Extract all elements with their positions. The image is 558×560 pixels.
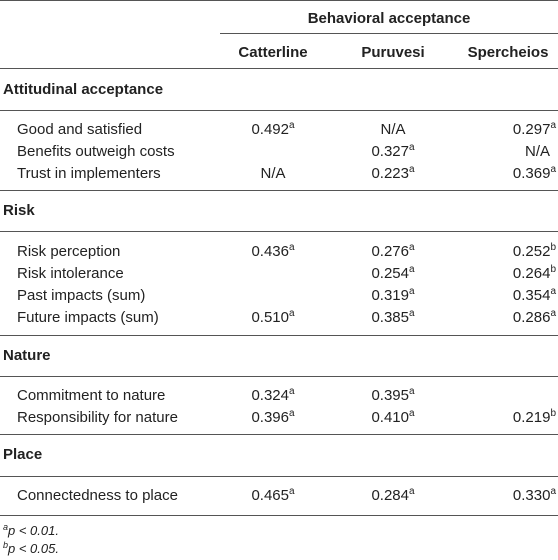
section-title-attitudinal: Attitudinal acceptance [3,81,164,98]
table-cell: 0.252b [512,242,556,261]
group-header: Behavioral acceptance [307,10,471,27]
row-label: Risk intolerance [17,265,124,282]
row-label: Trust in implementers [17,165,161,182]
section-rule-nature-top [0,335,558,336]
section-rule-nature [0,376,558,377]
table-cell: 0.410a [371,408,415,427]
row-label: Benefits outweigh costs [17,143,175,160]
table-cell: 0.396a [251,408,295,427]
table-cell: 0.354a [512,286,556,305]
section-title-nature: Nature [3,347,51,364]
section-rule-place [0,476,558,477]
row-label: Past impacts (sum) [17,287,146,304]
table-cell: 0.254a [371,264,415,283]
section-rule-risk [0,231,558,232]
row-label: Responsibility for nature [17,409,178,426]
table-cell: 0.510a [251,308,295,327]
table-cell: 0.395a [371,386,415,405]
row-label: Connectedness to place [17,487,178,504]
table-top-rule [0,0,558,1]
table-cell: 0.223a [371,164,415,183]
table-cell: 0.319a [371,286,415,305]
table-cell: 0.465a [251,486,295,505]
column-header-rule [0,68,558,69]
table-cell: 0.369a [512,164,556,183]
row-label: Commitment to nature [17,387,166,404]
section-rule-attitudinal [0,110,558,111]
group-header-rule [220,33,558,34]
table-cell: N/A [380,121,406,138]
column-header-puruvesi: Puruvesi [361,44,425,61]
section-rule-place-top [0,434,558,435]
section-title-risk: Risk [3,202,35,219]
table-cell: 0.286a [512,308,556,327]
row-label: Future impacts (sum) [17,309,159,326]
table-cell: 0.264b [512,264,556,283]
row-label: Risk perception [17,243,121,260]
table-cell: N/A [260,165,286,182]
column-header-catterline: Catterline [238,44,308,61]
section-rule-risk-top [0,190,558,191]
column-header-spercheios: Spercheios [467,44,549,61]
table-cell: 0.219b [512,408,556,427]
table-cell: 0.327a [371,142,415,161]
table-cell: 0.276a [371,242,415,261]
table-cell: 0.385a [371,308,415,327]
table-cell: 0.297a [512,120,556,139]
footnote-b: bp < 0.05. [3,540,59,557]
table-cell: 0.284a [371,486,415,505]
table-cell: 0.330a [512,486,556,505]
table-cell: 0.492a [251,120,295,139]
footnote-a: ap < 0.01. [3,522,59,539]
table-cell: 0.324a [251,386,295,405]
section-title-place: Place [3,446,43,463]
row-label: Good and satisfied [17,121,143,138]
table-cell: 0.436a [251,242,295,261]
table-cell: N/A [524,143,550,160]
table-bottom-rule [0,515,558,516]
